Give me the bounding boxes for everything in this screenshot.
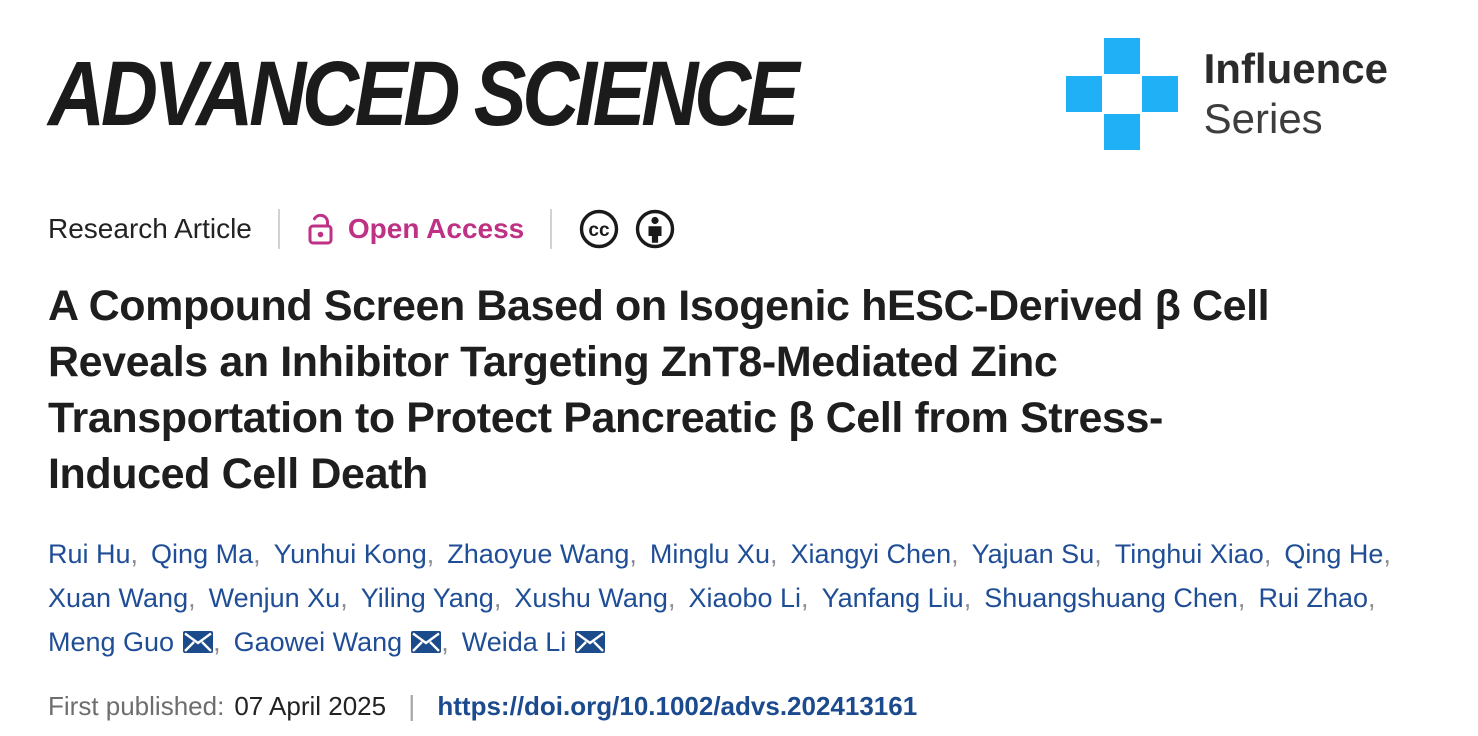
author: Xiaobo Li,	[688, 583, 808, 613]
author: Shuangshuang Chen,	[984, 583, 1245, 613]
author: Minglu Xu,	[650, 539, 778, 569]
first-published-date: 07 April 2025	[234, 690, 387, 721]
author-name-link[interactable]: Wenjun Xu	[208, 583, 341, 613]
author: Qing Ma,	[151, 539, 261, 569]
license-icons: cc	[578, 208, 676, 250]
author: Zhaoyue Wang,	[447, 539, 637, 569]
author: Wenjun Xu,	[209, 583, 348, 613]
divider	[277, 209, 280, 249]
author-separator: ,	[1094, 539, 1102, 569]
author: Tinghui Xiao,	[1115, 539, 1272, 569]
advanced-science-logo[interactable]: ADVANCED SCIENCE	[48, 43, 800, 145]
publication-info: First published: 07 April 2025 | https:/…	[48, 690, 1430, 722]
author-name-link[interactable]: Gaowei Wang	[233, 627, 403, 657]
author: Rui Zhao,	[1258, 583, 1375, 613]
author-name-link[interactable]: Qing Ma	[151, 539, 254, 569]
svg-text:cc: cc	[589, 220, 611, 241]
author-name-link[interactable]: Yunhui Kong	[273, 539, 427, 569]
envelope-icon[interactable]	[575, 627, 606, 657]
article-title-line: A Compound Screen Based on Isogenic hESC…	[48, 282, 1270, 330]
masthead: ADVANCED SCIENCE Influence Series	[48, 38, 1430, 150]
author: Xiangyi Chen,	[790, 539, 958, 569]
author: Weida Li	[462, 627, 606, 657]
author-name-link[interactable]: Xushu Wang	[514, 583, 668, 613]
author-separator: ,	[426, 539, 435, 569]
influence-series-wordmark: Influence Series	[1204, 44, 1388, 144]
author: Yajuan Su,	[972, 539, 1102, 569]
author-separator: ,	[801, 583, 809, 613]
influence-cross-icon	[1065, 38, 1178, 150]
author-name-link[interactable]: Weida Li	[461, 627, 567, 657]
author-separator: ,	[629, 539, 637, 569]
author-line: Xuan Wang, Wenjun Xu, Yiling Yang, Xushu Wa…	[48, 576, 1430, 620]
author-separator: ,	[963, 583, 972, 613]
author-name-link[interactable]: Yiling Yang	[360, 583, 494, 613]
author-separator: ,	[340, 583, 348, 613]
author-separator: ,	[253, 539, 261, 569]
author: Gaowei Wang,	[234, 627, 449, 657]
author-name-link[interactable]: Rui Zhao	[1258, 583, 1368, 613]
article-type-label: Research Article	[48, 213, 252, 244]
author: Meng Guo,	[48, 627, 221, 657]
author: Rui Hu,	[48, 539, 138, 569]
author-separator: ,	[493, 583, 502, 613]
article-title-line: Reveals an Inhibitor Targeting ZnT8-Medi…	[48, 338, 1058, 386]
first-published-label: First published:	[48, 690, 225, 721]
cc-by-person-icon[interactable]	[634, 208, 676, 250]
open-lock-icon	[306, 212, 336, 246]
author-name-link[interactable]: Xuan Wang	[48, 583, 189, 613]
divider	[550, 209, 553, 249]
article-title: A Compound Screen Based on Isogenic hESC…	[48, 278, 1430, 502]
author-name-link[interactable]: Xiangyi Chen	[790, 539, 952, 569]
author-line: Rui Hu, Qing Ma, Yunhui Kong, Zhaoyue Wang,…	[48, 532, 1430, 576]
cc-icon[interactable]: cc	[578, 208, 620, 250]
author: Xuan Wang,	[48, 583, 196, 613]
envelope-icon[interactable]	[183, 627, 214, 657]
author: Yiling Yang,	[361, 583, 502, 613]
article-title-line: Induced Cell Death	[48, 450, 428, 498]
article-title-line: Transportation to Protect Pancreatic β C…	[48, 394, 1163, 442]
author-name-link[interactable]: Shuangshuang Chen	[984, 583, 1238, 613]
author-name-link[interactable]: Qing He	[1284, 539, 1384, 569]
divider: |	[408, 690, 416, 721]
author: Yunhui Kong,	[274, 539, 435, 569]
open-access-label: Open Access	[347, 213, 525, 244]
author-list: Rui Hu, Qing Ma, Yunhui Kong, Zhaoyue Wang,…	[48, 532, 1430, 664]
author-name-link[interactable]: Xiaobo Li	[688, 583, 802, 613]
author-separator: ,	[1263, 539, 1272, 569]
author-name-link[interactable]: Yanfang Liu	[821, 583, 964, 613]
author-separator: ,	[213, 627, 221, 657]
author-name-link[interactable]: Minglu Xu	[649, 539, 770, 569]
author-separator: ,	[667, 583, 676, 613]
author: Qing He,	[1284, 539, 1391, 569]
series-label: Series	[1203, 95, 1323, 142]
influence-series-logo: Influence Series	[1065, 38, 1388, 150]
author-separator: ,	[130, 539, 139, 569]
author-separator: ,	[951, 539, 959, 569]
envelope-icon[interactable]	[411, 627, 442, 657]
author-name-link[interactable]: Yajuan Su	[971, 539, 1095, 569]
author-separator: ,	[769, 539, 778, 569]
author-separator: ,	[1237, 583, 1246, 613]
author-separator: ,	[1368, 583, 1376, 613]
author-name-link[interactable]: Zhaoyue Wang	[447, 539, 630, 569]
author: Xushu Wang,	[514, 583, 675, 613]
influence-label: Influence	[1203, 45, 1388, 92]
author-name-link[interactable]: Tinghui Xiao	[1114, 539, 1264, 569]
doi-link[interactable]: https://doi.org/10.1002/advs.202413161	[437, 690, 918, 721]
author-name-link[interactable]: Meng Guo	[48, 627, 175, 657]
author-line: Meng Guo, Gaowei Wang, Weida Li	[48, 620, 1430, 664]
open-access-badge: Open Access	[306, 212, 524, 246]
author-separator: ,	[441, 627, 449, 657]
article-meta-row: Research Article Open Access cc	[48, 206, 1430, 252]
author-separator: ,	[1383, 539, 1391, 569]
author-separator: ,	[188, 583, 196, 613]
author-name-link[interactable]: Rui Hu	[48, 539, 131, 569]
author: Yanfang Liu,	[822, 583, 972, 613]
